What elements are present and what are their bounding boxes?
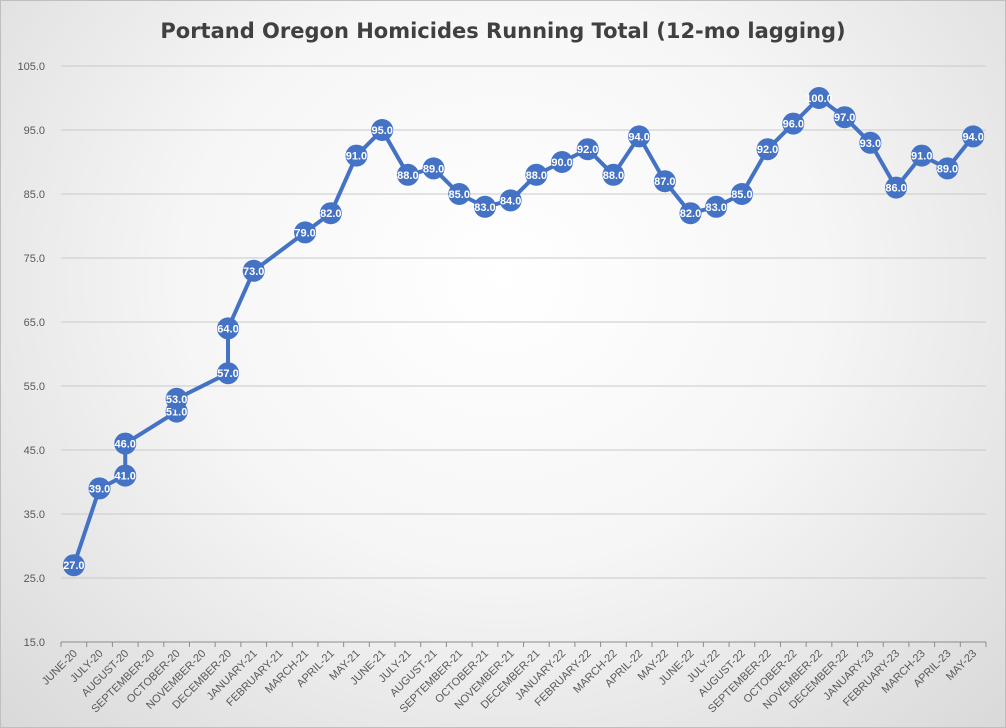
data-label: 73.0	[243, 266, 264, 278]
series-polyline	[71, 96, 975, 566]
data-point	[653, 170, 676, 193]
data-point	[294, 221, 317, 244]
gridlines	[61, 65, 986, 643]
data-label: 87.0	[654, 176, 675, 188]
data-label: 90.0	[551, 157, 572, 169]
data-label: 97.0	[834, 112, 855, 124]
data-point	[217, 362, 240, 385]
data-point	[679, 202, 702, 225]
data-label: 85.0	[731, 189, 752, 201]
data-label: 82.0	[320, 208, 341, 220]
y-tick-label: 15.0	[24, 637, 45, 649]
data-point	[525, 163, 548, 186]
data-label: 92.0	[577, 144, 598, 156]
data-label: 57.0	[217, 368, 238, 380]
data-label: 64.0	[217, 323, 238, 335]
data-label: 92.0	[757, 144, 778, 156]
data-label: 39.0	[89, 483, 110, 495]
data-point	[473, 195, 496, 218]
data-point	[319, 202, 342, 225]
y-tick-label: 85.0	[24, 189, 45, 201]
data-label: 51.0	[166, 407, 187, 419]
data-label: 93.0	[860, 138, 881, 150]
data-label: 91.0	[346, 151, 367, 163]
y-tick-label: 55.0	[24, 381, 45, 393]
data-label: 89.0	[423, 163, 444, 175]
y-tick-label: 45.0	[24, 445, 45, 457]
data-label: 86.0	[885, 183, 906, 195]
data-label: 84.0	[500, 195, 521, 207]
data-label: 53.0	[166, 394, 187, 406]
y-tick-label: 35.0	[24, 509, 45, 521]
data-label: 89.0	[937, 163, 958, 175]
data-label: 94.0	[628, 131, 649, 143]
data-point	[705, 195, 728, 218]
data-point	[448, 183, 471, 205]
y-tick-label: 95.0	[24, 125, 45, 137]
chart-title: Portand Oregon Homicides Running Total (…	[160, 19, 846, 43]
y-tick-label: 105.0	[17, 61, 45, 73]
data-label: 94.0	[962, 131, 983, 143]
data-point	[885, 176, 908, 199]
data-point	[782, 112, 805, 135]
y-tick-label: 25.0	[24, 573, 45, 585]
data-point	[499, 189, 522, 212]
data-point	[936, 157, 959, 180]
data-point	[217, 317, 240, 340]
data-point	[628, 125, 651, 148]
y-axis-ticks: 15.0 25.0 35.0 45.0 55.0 65.0 75.0 85.0 95.0 105.…	[17, 61, 45, 649]
data-label: 83.0	[474, 202, 495, 214]
data-point	[422, 157, 445, 180]
data-label: 83.0	[705, 202, 726, 214]
data-point	[345, 144, 368, 167]
data-label: 41.0	[115, 471, 136, 483]
data-point	[807, 87, 830, 109]
data-label: 100.0	[805, 93, 833, 105]
y-tick-label: 65.0	[24, 317, 45, 329]
data-point	[756, 138, 779, 161]
data-point	[730, 183, 753, 205]
data-point	[910, 144, 933, 167]
data-point	[165, 387, 188, 410]
data-point	[114, 432, 137, 455]
data-label: 88.0	[397, 170, 418, 182]
data-point	[551, 151, 574, 173]
series-line	[71, 96, 975, 566]
data-label: 82.0	[680, 208, 701, 220]
data-point	[576, 138, 599, 161]
data-label: 46.0	[115, 439, 136, 451]
data-point	[833, 106, 856, 129]
data-point	[114, 464, 137, 487]
data-label: 88.0	[603, 170, 624, 182]
data-label: 96.0	[783, 119, 804, 131]
data-point	[62, 554, 85, 577]
y-tick-label: 75.0	[24, 253, 45, 265]
data-point	[88, 477, 111, 500]
data-label: 27.0	[63, 560, 84, 572]
data-point	[962, 125, 985, 148]
data-label: 91.0	[911, 151, 932, 163]
data-label: 79.0	[294, 227, 315, 239]
data-point	[602, 163, 625, 186]
data-point	[371, 119, 394, 141]
series-markers: 27.0 39.0 41.0 46.0 51.053.0 57.0 64.0 73.0 79.0…	[62, 87, 985, 577]
data-label: 95.0	[371, 125, 392, 137]
data-point	[242, 259, 265, 282]
data-label: 85.0	[449, 189, 470, 201]
x-axis: JUNE-20JULY-20AUGUST-20SEPTEMBER-20OCTOB…	[40, 642, 987, 715]
data-label: 88.0	[526, 170, 547, 182]
data-point	[859, 131, 882, 154]
data-point	[396, 163, 419, 186]
